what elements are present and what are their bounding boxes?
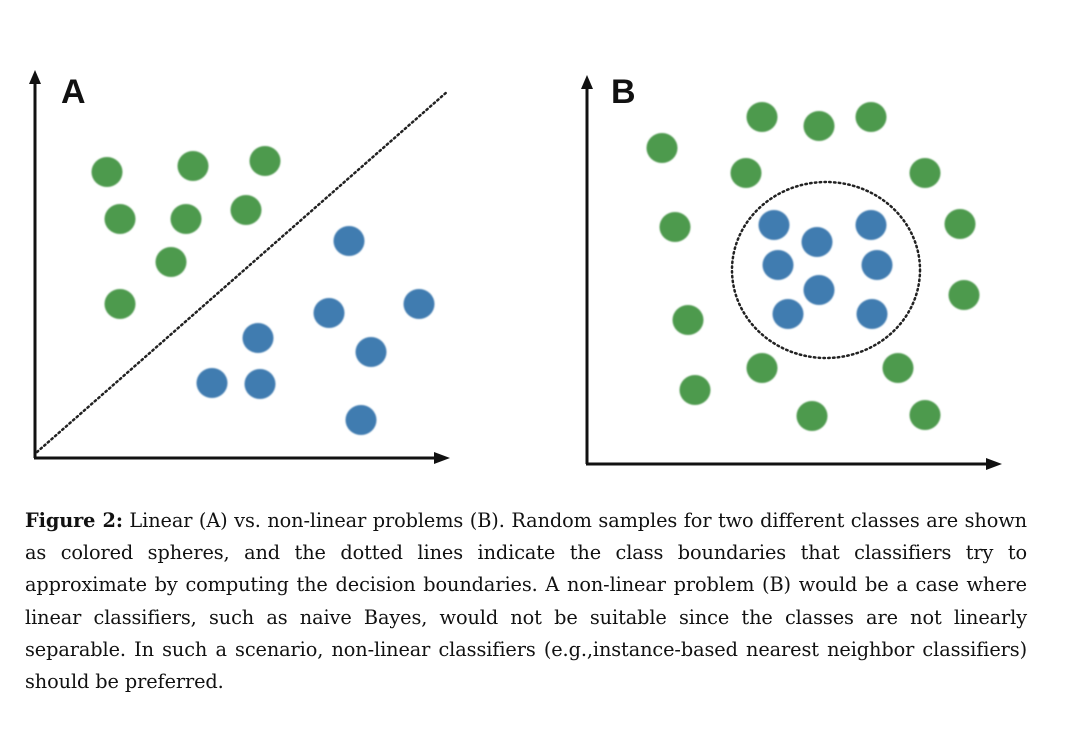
blue-sample-point (333, 226, 365, 256)
blue-sample-point (861, 250, 893, 280)
green-sample-point (646, 133, 678, 163)
panel-a: A (29, 70, 450, 464)
blue-sample-point (244, 369, 276, 399)
blue-sample-point (403, 289, 435, 319)
green-sample-point (672, 305, 704, 335)
panel-a-linear-boundary (35, 89, 450, 454)
green-sample-point (746, 102, 778, 132)
blue-sample-point (345, 405, 377, 435)
blue-sample-point (772, 299, 804, 329)
green-sample-point (155, 247, 187, 277)
panel-b-circular-boundary (730, 180, 922, 360)
blue-sample-point (313, 298, 345, 328)
panel-a-y-arrow (29, 70, 41, 84)
green-sample-point (909, 400, 941, 430)
blue-sample-point (758, 210, 790, 240)
blue-sample-point (803, 275, 835, 305)
green-sample-point (659, 212, 691, 242)
green-sample-point (948, 280, 980, 310)
green-sample-point (803, 111, 835, 141)
blue-sample-point (355, 337, 387, 367)
green-sample-point (796, 401, 828, 431)
green-sample-point (230, 195, 262, 225)
green-sample-point (746, 353, 778, 383)
blue-sample-point (762, 250, 794, 280)
green-sample-point (249, 146, 281, 176)
panel-a-x-arrow (434, 452, 450, 464)
blue-sample-point (242, 323, 274, 353)
green-sample-point (909, 158, 941, 188)
panel-b-y-arrow (581, 75, 593, 89)
green-sample-point (104, 204, 136, 234)
green-sample-point (177, 151, 209, 181)
panel-a-points (91, 146, 435, 435)
caption-text: Linear (A) vs. non-linear problems (B). … (25, 509, 1027, 694)
blue-sample-point (856, 299, 888, 329)
green-sample-point (104, 289, 136, 319)
panel-a-label: A (61, 73, 86, 111)
blue-sample-point (855, 210, 887, 240)
green-sample-point (882, 353, 914, 383)
figure-caption: Figure 2: Linear (A) vs. non-linear prob… (25, 505, 1027, 698)
panel-b: B (581, 73, 1002, 470)
green-sample-point (679, 375, 711, 405)
green-sample-point (944, 209, 976, 239)
panel-b-x-arrow (986, 458, 1002, 470)
panel-b-points (646, 102, 980, 431)
green-sample-point (170, 204, 202, 234)
panel-b-label: B (611, 73, 636, 111)
green-sample-point (91, 157, 123, 187)
green-sample-point (730, 158, 762, 188)
green-sample-point (855, 102, 887, 132)
blue-sample-point (196, 368, 228, 398)
figure-2-diagram: A B (29, 70, 1002, 470)
blue-sample-point (801, 227, 833, 257)
caption-label: Figure 2: (25, 509, 123, 532)
